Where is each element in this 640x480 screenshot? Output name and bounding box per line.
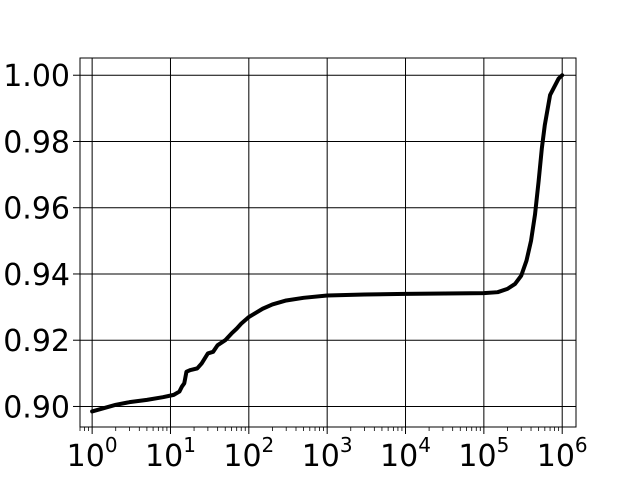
- x-tick-label-exponent: 2: [262, 433, 275, 457]
- x-tick-label: 101: [145, 433, 196, 474]
- x-tick-label: 102: [223, 433, 274, 474]
- y-tick-label: 0.92: [3, 324, 70, 359]
- x-tick-label-base: 10: [302, 439, 340, 474]
- y-tick-label: 1.00: [3, 59, 70, 94]
- x-tick-label-exponent: 4: [418, 433, 431, 457]
- x-tick-label: 105: [458, 433, 509, 474]
- series-layer: [90, 73, 565, 414]
- x-tick-label-exponent: 5: [497, 433, 510, 457]
- x-tick-label: 103: [302, 433, 353, 474]
- y-tick-label: 0.94: [3, 258, 70, 293]
- x-tick-label-exponent: 6: [575, 433, 588, 457]
- x-tick-label: 106: [537, 433, 588, 474]
- x-tick-label-base: 10: [380, 439, 418, 474]
- y-tick-label: 0.90: [3, 390, 70, 425]
- x-tick-label-exponent: 3: [340, 433, 353, 457]
- x-tick-label-base: 10: [458, 439, 496, 474]
- tick-labels: 100 101 102 103 104 105 1060.900.920.940.960.9…: [3, 59, 587, 474]
- x-tick-label-base: 10: [145, 439, 183, 474]
- x-tick-label: 104: [380, 433, 431, 474]
- x-tick-label-base: 10: [537, 439, 575, 474]
- x-tick-label: 100: [67, 433, 118, 474]
- x-tick-label-exponent: 0: [105, 433, 118, 457]
- plot-frame: [79, 57, 577, 428]
- y-tick-label: 0.98: [3, 125, 70, 160]
- x-tick-label-base: 10: [223, 439, 261, 474]
- series-line: [90, 73, 565, 414]
- x-tick-label-base: 10: [67, 439, 105, 474]
- y-tick-label: 0.96: [3, 192, 70, 227]
- grid: [80, 58, 576, 427]
- x-tick-label-exponent: 1: [183, 433, 196, 457]
- ticks: [73, 74, 563, 434]
